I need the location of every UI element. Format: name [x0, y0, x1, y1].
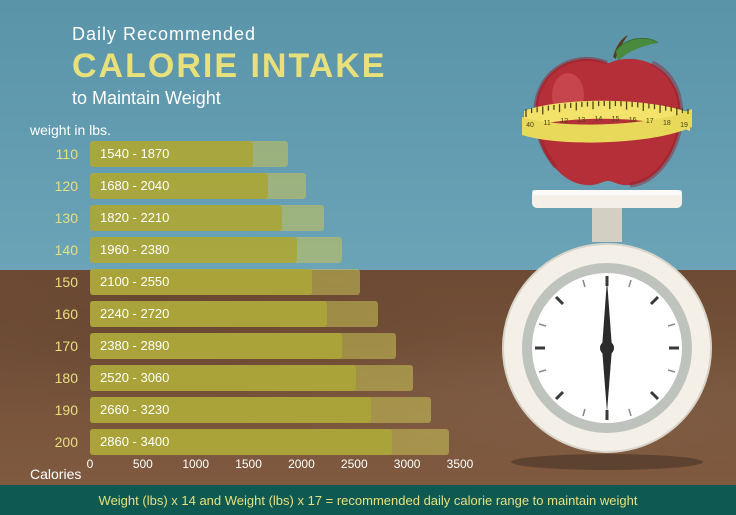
- bar-row: 160 2240 - 2720: [30, 300, 460, 328]
- weight-label: 140: [30, 242, 90, 258]
- weight-label: 190: [30, 402, 90, 418]
- bar-value-label: 2380 - 2890: [100, 333, 169, 359]
- bar-row: 150 2100 - 2550: [30, 268, 460, 296]
- axis-tick: 1500: [235, 457, 262, 471]
- bar-row: 140 1960 - 2380: [30, 236, 460, 264]
- bar-row: 200 2860 - 3400: [30, 428, 460, 456]
- axis-tick: 2500: [341, 457, 368, 471]
- title-line-1: Daily Recommended: [72, 24, 386, 45]
- bar-wrap: 2660 - 3230: [90, 397, 460, 423]
- svg-text:14: 14: [595, 116, 603, 123]
- weight-label: 110: [30, 146, 90, 162]
- svg-text:11: 11: [543, 120, 550, 127]
- bar-value-label: 1820 - 2210: [100, 205, 169, 231]
- svg-text:13: 13: [577, 117, 585, 124]
- axis-ticks: 0500100015002000250030003500: [90, 461, 460, 487]
- axis-tick: 1000: [182, 457, 209, 471]
- bar-row: 190 2660 - 3230: [30, 396, 460, 424]
- axis-tick: 3500: [447, 457, 474, 471]
- bar-wrap: 2100 - 2550: [90, 269, 460, 295]
- weight-label: 160: [30, 306, 90, 322]
- svg-text:15: 15: [612, 116, 620, 123]
- bar-row: 110 1540 - 1870: [30, 140, 460, 168]
- weight-label: 130: [30, 210, 90, 226]
- weight-label: 120: [30, 178, 90, 194]
- bar-value-label: 2520 - 3060: [100, 365, 169, 391]
- footer-text: Weight (lbs) x 14 and Weight (lbs) x 17 …: [99, 493, 638, 508]
- x-axis-title: Calories: [30, 466, 90, 482]
- bar-value-label: 2860 - 3400: [100, 429, 169, 455]
- calorie-bar-chart: 110 1540 - 1870 120 1680 - 2040 130 1820 - 22…: [30, 140, 460, 488]
- svg-text:18: 18: [663, 120, 671, 127]
- title-line-2: CALORIE INTAKE: [72, 47, 386, 86]
- axis-tick: 3000: [394, 457, 421, 471]
- bar-wrap: 2240 - 2720: [90, 301, 460, 327]
- bar-wrap: 2380 - 2890: [90, 333, 460, 359]
- bar-wrap: 1960 - 2380: [90, 237, 460, 263]
- title-line-3: to Maintain Weight: [72, 88, 386, 109]
- svg-text:17: 17: [646, 118, 654, 125]
- svg-text:12: 12: [560, 118, 568, 125]
- bar-wrap: 1540 - 1870: [90, 141, 460, 167]
- bar-row: 120 1680 - 2040: [30, 172, 460, 200]
- bar-wrap: 2520 - 3060: [90, 365, 460, 391]
- bar-value-label: 2660 - 3230: [100, 397, 169, 423]
- bar-wrap: 1680 - 2040: [90, 173, 460, 199]
- weight-label: 200: [30, 434, 90, 450]
- bar-value-label: 1680 - 2040: [100, 173, 169, 199]
- bar-wrap: 2860 - 3400: [90, 429, 460, 455]
- axis-tick: 500: [133, 457, 153, 471]
- bar-value-label: 2100 - 2550: [100, 269, 169, 295]
- axis-tick: 2000: [288, 457, 315, 471]
- bar-wrap: 1820 - 2210: [90, 205, 460, 231]
- weight-label: 150: [30, 274, 90, 290]
- bar-row: 130 1820 - 2210: [30, 204, 460, 232]
- title-block: Daily Recommended CALORIE INTAKE to Main…: [72, 24, 386, 109]
- bar-value-label: 1960 - 2380: [100, 237, 169, 263]
- bar-value-label: 1540 - 1870: [100, 141, 169, 167]
- svg-text:19: 19: [680, 122, 688, 129]
- axis-tick: 0: [87, 457, 94, 471]
- y-axis-label: weight in lbs.: [30, 122, 111, 138]
- weight-label: 180: [30, 370, 90, 386]
- bar-value-label: 2240 - 2720: [100, 301, 169, 327]
- footer-formula: Weight (lbs) x 14 and Weight (lbs) x 17 …: [0, 485, 736, 515]
- weighing-scale-icon: [498, 190, 716, 470]
- bar-row: 170 2380 - 2890: [30, 332, 460, 360]
- bar-row: 180 2520 - 3060: [30, 364, 460, 392]
- svg-text:16: 16: [629, 117, 637, 124]
- x-axis: Calories0500100015002000250030003500: [30, 460, 460, 488]
- svg-text:40: 40: [526, 122, 534, 129]
- apple-tape-icon: 40 11 12 13 14 15 16 17 18 19: [520, 33, 694, 188]
- weight-label: 170: [30, 338, 90, 354]
